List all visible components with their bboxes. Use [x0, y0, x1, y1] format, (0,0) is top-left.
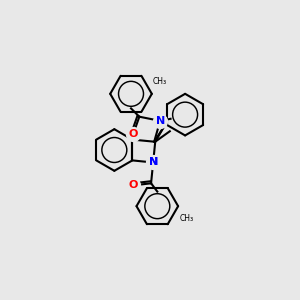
Text: CH₃: CH₃ [179, 214, 193, 223]
Text: N: N [148, 158, 158, 167]
Text: N: N [148, 158, 158, 167]
Text: O: O [129, 180, 138, 190]
Text: O: O [128, 129, 138, 140]
Text: CH₃: CH₃ [153, 77, 167, 86]
Text: N: N [155, 116, 165, 126]
